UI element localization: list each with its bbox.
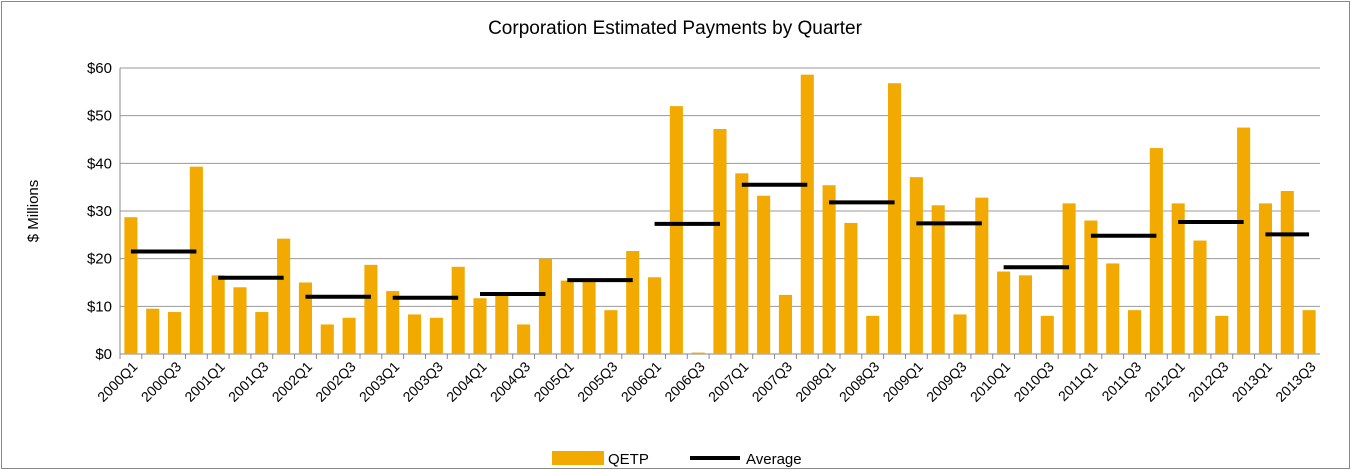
bar [146, 308, 160, 354]
bar [691, 352, 705, 354]
legend-swatch [552, 451, 604, 465]
y-tick-label: $50 [87, 108, 112, 125]
bar [1149, 148, 1163, 354]
bar [1258, 203, 1272, 354]
y-tick-label: $20 [87, 251, 112, 268]
bar [473, 298, 487, 354]
y-tick-label: $30 [87, 203, 112, 220]
bar [822, 185, 836, 354]
bar [909, 177, 923, 354]
bar [1040, 315, 1054, 354]
legend-label: Average [746, 451, 802, 468]
bar [1171, 203, 1185, 354]
bar [255, 312, 269, 354]
bar [1084, 220, 1098, 354]
bar [1128, 310, 1142, 354]
bar [735, 173, 749, 354]
bar [1302, 310, 1316, 354]
chart-title: Corporation Estimated Payments by Quarte… [488, 18, 863, 39]
bar [1106, 263, 1120, 354]
bar [168, 312, 182, 354]
bar [386, 291, 400, 354]
bar [211, 275, 225, 354]
bar [342, 317, 356, 354]
bar [931, 205, 945, 354]
bar [538, 258, 552, 354]
bar [277, 238, 291, 354]
bar [495, 294, 509, 354]
bar [1237, 127, 1251, 354]
bar [800, 74, 814, 354]
bar [189, 166, 203, 354]
bar [669, 106, 683, 354]
bar [888, 83, 902, 355]
bar [320, 324, 334, 354]
legend-label: QETP [608, 451, 649, 468]
y-tick-label: $10 [87, 298, 112, 315]
bar [604, 310, 618, 354]
bar [844, 222, 858, 354]
bar [1193, 240, 1207, 354]
bar [233, 287, 247, 354]
bar [778, 294, 792, 354]
bar [866, 315, 880, 354]
bar [364, 264, 378, 354]
bar [408, 314, 422, 354]
y-axis-label: $ Millions [25, 180, 42, 243]
bar [757, 195, 771, 354]
bar [1062, 203, 1076, 354]
bar [1215, 315, 1229, 354]
y-tick-label: $60 [87, 60, 112, 77]
bar [560, 280, 574, 354]
bar [517, 324, 531, 354]
bar [124, 217, 138, 354]
bar [1018, 275, 1032, 354]
bar [582, 281, 596, 354]
bar [298, 282, 312, 354]
y-tick-label: $40 [87, 155, 112, 172]
bar [648, 277, 662, 354]
bar [1280, 190, 1294, 354]
bar [997, 271, 1011, 354]
bar [713, 129, 727, 354]
bar [975, 197, 989, 354]
y-tick-label: $0 [95, 346, 112, 363]
bar [451, 266, 465, 354]
bar [429, 317, 443, 354]
bar [626, 251, 640, 354]
bar [953, 314, 967, 354]
